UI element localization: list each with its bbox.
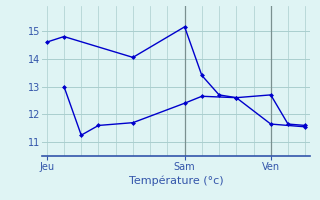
X-axis label: Température (°c): Température (°c) — [129, 176, 223, 186]
